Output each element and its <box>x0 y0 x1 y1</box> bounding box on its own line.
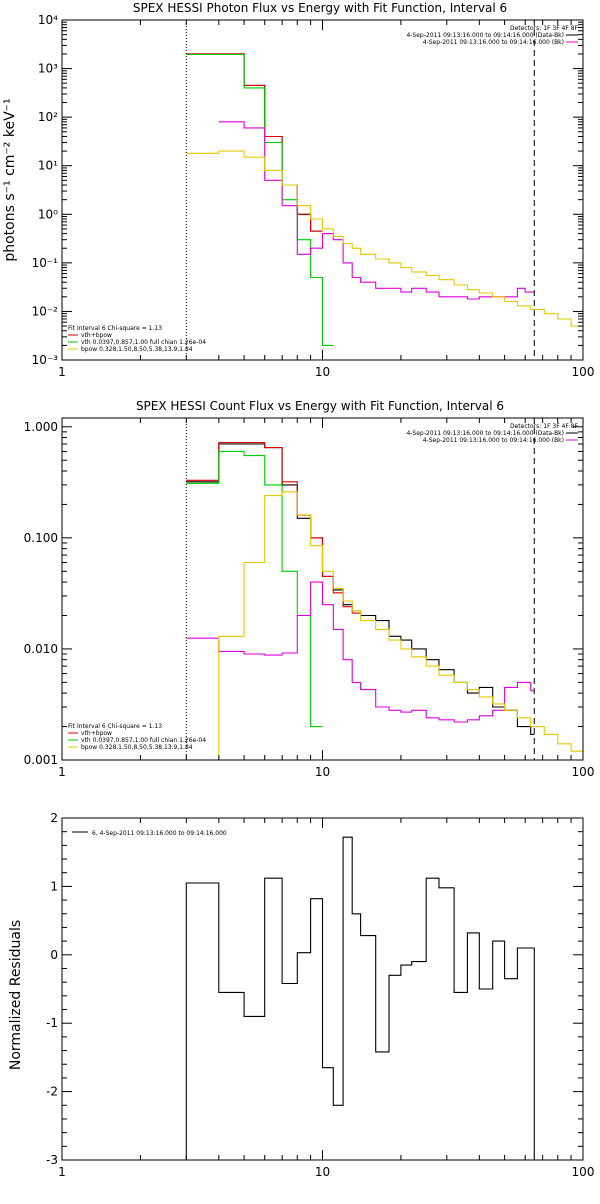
y-tick-label: 1 <box>50 879 58 893</box>
legend-bottomleft-entry: vth 0.0397,0.857,1.00 full chian 1.26e-0… <box>81 339 206 346</box>
series-residuals-line <box>185 836 535 1160</box>
legend-bottomleft-entry: vth+bpow <box>81 332 112 339</box>
x-tick-label: 1 <box>58 365 66 379</box>
y-tick-label: 10¹ <box>38 159 58 173</box>
y-tick-label: 10² <box>38 110 58 124</box>
legend-bottomleft-entry: Fit Interval 6 Chi-square = 1.13 <box>68 325 162 332</box>
y-tick-label: 2 <box>50 811 58 825</box>
y-tick-label: -1 <box>46 1016 58 1030</box>
x-tick-label: 100 <box>572 1165 595 1179</box>
x-tick-label: 100 <box>572 365 595 379</box>
count-flux-panel: SPEX HESSI Count Flux vs Energy with Fit… <box>24 399 595 779</box>
series-bk-line <box>218 121 535 300</box>
legend-topleft-entry: 6, 4-Sep-2011 09:13:16.000 to 09:14:16.0… <box>92 830 227 837</box>
y-tick-label: -3 <box>46 1153 58 1167</box>
x-tick-label: 1 <box>58 765 66 779</box>
photon-flux-ylabel: photons s⁻¹ cm⁻² keV⁻¹ <box>2 98 18 261</box>
y-tick-label: 0 <box>50 948 58 962</box>
legend-topright-entry: 4-Sep-2011 09:13:16.000 to 09:14:16.000 … <box>423 39 564 46</box>
series-vth-line <box>186 53 334 346</box>
y-tick-label: -2 <box>46 1085 58 1099</box>
legend-bottomleft-entry: bpow 0.328,1.50,8.50,5.38,13.9,1.84 <box>81 744 193 751</box>
legend-topright-entry: 4-Sep-2011 09:13:16.000 to 09:14:16.000 … <box>406 430 564 437</box>
legend-bottomleft-entry: bpow 0.328,1.50,8.50,5.38,13.9,1.84 <box>81 346 193 353</box>
x-tick-label: 10 <box>315 365 330 379</box>
y-tick-label: 10⁻² <box>32 304 59 318</box>
x-tick-label: 10 <box>315 1165 330 1179</box>
x-tick-label: 100 <box>572 765 595 779</box>
y-tick-label: 0.100 <box>24 531 58 545</box>
legend-bottomleft-entry: Fit Interval 6 Chi-square = 1.13 <box>68 723 162 730</box>
series-vth_vnth-line <box>186 442 361 614</box>
y-tick-label: 10⁻¹ <box>32 256 59 270</box>
legend-bottomleft-entry: vth+bpow <box>81 730 112 737</box>
x-tick-label: 10 <box>315 765 330 779</box>
y-tick-label: 10⁴ <box>38 13 58 27</box>
y-tick-label: 1.000 <box>24 420 58 434</box>
y-tick-label: 10⁻³ <box>32 353 59 367</box>
legend-topright-entry: Detectors: 1F 3F 4F 8F <box>510 423 579 430</box>
series-bk-line <box>186 581 535 723</box>
photon-flux-panel: SPEX HESSI Photon Flux vs Energy with Fi… <box>2 1 594 379</box>
series-bpow-line <box>186 491 583 760</box>
legend-topright-entry: 4-Sep-2011 09:13:16.000 to 09:14:16.000 … <box>406 32 564 39</box>
residuals-panel: Normalized Residuals 1 10 100 -3 -2 -1 0 1 2 6, 4… <box>8 811 594 1179</box>
y-tick-label: 0.001 <box>24 753 58 767</box>
y-tick-label: 10⁰ <box>38 207 58 221</box>
count-flux-title: SPEX HESSI Count Flux vs Energy with Fit… <box>136 399 504 413</box>
series-vth-line <box>186 450 323 728</box>
series-total-line <box>186 443 535 735</box>
legend-bottomleft-entry: vth 0.0397,0.857,1.00 full chian 1.26e-0… <box>81 737 206 744</box>
legend-topright-entry: 4-Sep-2011 09:13:16.000 to 09:14:16.000 … <box>423 437 564 444</box>
legend-topright-entry: Detectors: 1F 3F 4F 8F <box>510 25 579 32</box>
series-bpow-line <box>186 150 583 327</box>
photon-flux-title: SPEX HESSI Photon Flux vs Energy with Fi… <box>133 1 507 15</box>
series-vth_vnth-line <box>186 53 323 232</box>
x-tick-label: 1 <box>58 1165 66 1179</box>
residuals-ylabel: Normalized Residuals <box>8 920 24 1070</box>
series-total-line <box>186 53 323 232</box>
y-tick-label: 10³ <box>38 62 58 76</box>
y-tick-label: 0.010 <box>24 642 58 656</box>
